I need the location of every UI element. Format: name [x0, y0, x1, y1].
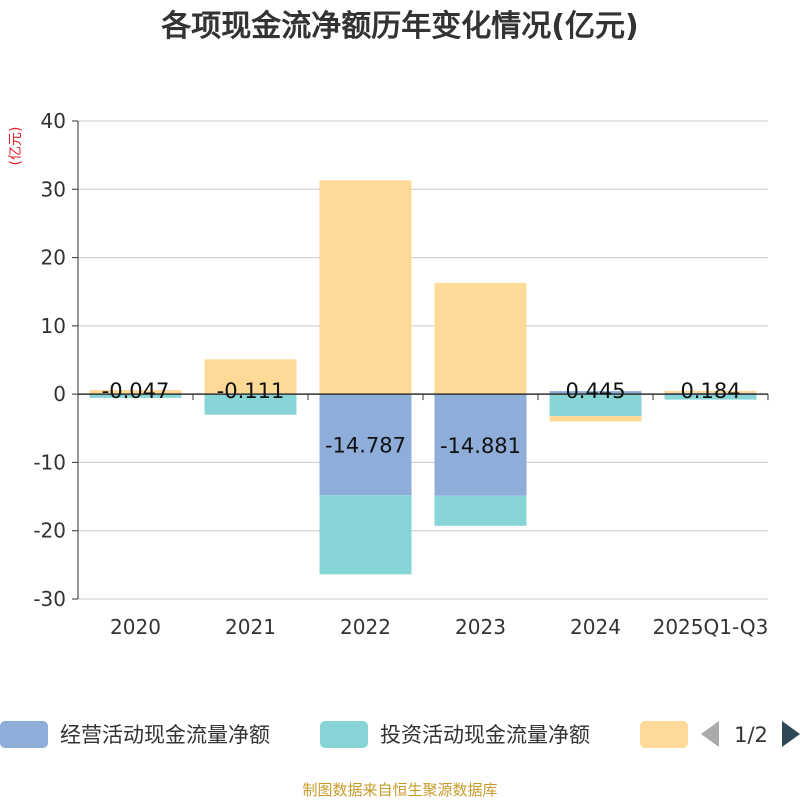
axes: [77, 121, 769, 599]
bar-investing-2021[interactable]: [204, 394, 297, 415]
y-axis-ticks: 40 30 20 10 0 -10 -20 -30: [33, 109, 78, 611]
x-tick-label: 2024: [570, 615, 621, 639]
legend-label[interactable]: 投资活动现金流量净额: [380, 723, 590, 747]
legend-page-indicator: 1/2: [734, 723, 768, 747]
legend: 经营活动现金流量净额 投资活动现金流量净额 1/2: [0, 721, 800, 748]
bar-financing-2022[interactable]: [319, 180, 412, 395]
bar-investing-2024[interactable]: [549, 394, 642, 416]
y-tick-label: -20: [33, 519, 66, 543]
y-tick-label: 20: [41, 246, 66, 270]
bar-investing-2022[interactable]: [319, 495, 412, 575]
data-labels: -0.047 -0.111 -14.787 -14.881 0.445 0.184: [102, 379, 741, 458]
bar-investing-2023[interactable]: [434, 495, 527, 526]
data-label: -14.881: [440, 434, 521, 458]
legend-swatch[interactable]: [640, 721, 688, 748]
bar-financing-2021[interactable]: [204, 359, 297, 395]
bar-investing-2020[interactable]: [89, 394, 182, 398]
data-label: -0.047: [102, 379, 170, 403]
data-label: -14.787: [325, 434, 406, 458]
chart-title: 各项现金流净额历年变化情况(亿元): [160, 9, 638, 44]
x-tick-label: 2023: [455, 615, 506, 639]
x-tick-label: 2021: [225, 615, 276, 639]
x-tick-label: 2022: [340, 615, 391, 639]
legend-label[interactable]: 经营活动现金流量净额: [60, 723, 270, 747]
legend-swatch[interactable]: [320, 721, 368, 748]
gridlines: [78, 120, 768, 600]
x-tick-label: 2020: [110, 615, 161, 639]
data-label: -0.111: [217, 379, 285, 403]
x-axis-labels: 2020 2021 2022 2023 2024 2025Q1-Q3: [110, 615, 768, 639]
legend-swatch[interactable]: [0, 721, 48, 748]
y-axis-unit-label: (亿元): [8, 127, 24, 166]
bar-operating-2024[interactable]: [549, 391, 642, 395]
y-tick-label: 10: [41, 314, 66, 338]
data-label: 0.184: [680, 379, 740, 403]
y-tick-label: 0: [53, 382, 66, 406]
y-tick-label: -10: [33, 450, 66, 474]
bar-operating-2023[interactable]: [434, 394, 527, 496]
x-tick-label: 2025Q1-Q3: [653, 615, 769, 639]
legend-next-page-icon[interactable]: [782, 721, 800, 747]
bar-financing-2023[interactable]: [434, 282, 527, 395]
data-label: 0.445: [565, 379, 625, 403]
y-tick-label: -30: [33, 587, 66, 611]
bar-investing-2025Q1-Q3[interactable]: [664, 394, 757, 400]
legend-prev-page-icon[interactable]: [701, 721, 719, 747]
bar-financing-2025Q1-Q3[interactable]: [664, 390, 757, 393]
bar-financing-2020[interactable]: [89, 390, 182, 395]
bar-financing-2024[interactable]: [549, 415, 642, 422]
source-note: 制图数据来自恒生聚源数据库: [302, 781, 497, 799]
bar-operating-2022[interactable]: [319, 394, 412, 496]
y-tick-label: 40: [41, 109, 66, 133]
bars-layer: [89, 180, 757, 575]
y-tick-label: 30: [41, 177, 66, 201]
